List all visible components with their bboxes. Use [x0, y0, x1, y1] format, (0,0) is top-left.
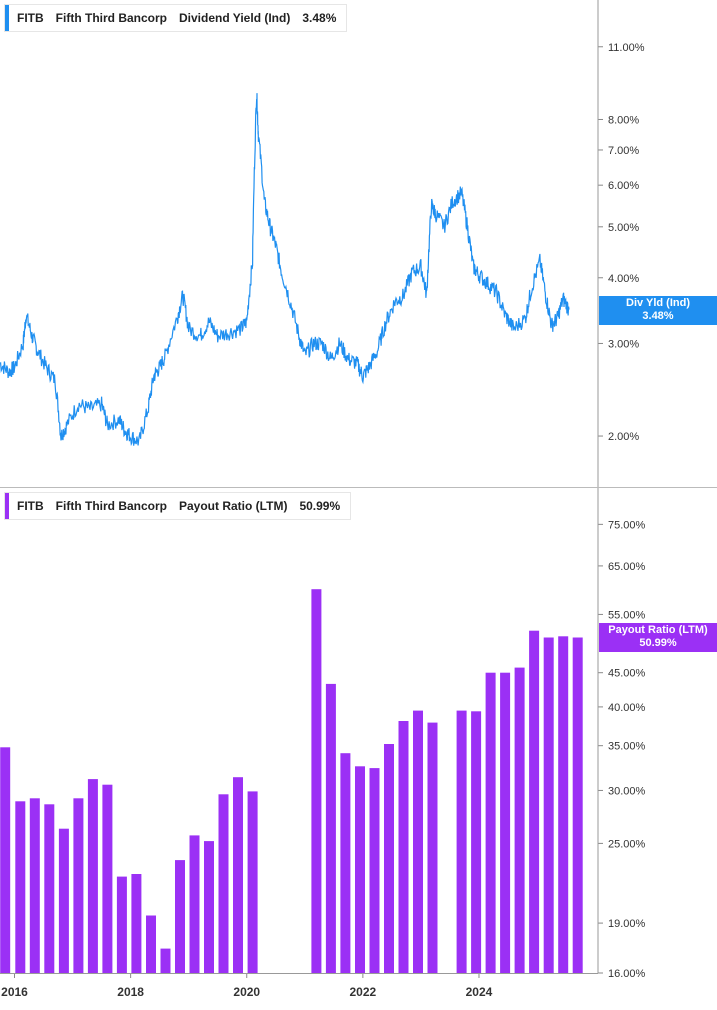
payout-company: Fifth Third Bancorp: [55, 499, 167, 513]
yield-tick-label: 5.00%: [608, 222, 639, 234]
chart-frame: [0, 0, 717, 974]
yield-axis: 2.00% 3.00% 4.00% 5.00% 6.00% 7.00% 8.00% 11.00…: [598, 42, 645, 443]
payout-value-badge: Payout Ratio (LTM) 50.99%: [599, 623, 717, 653]
yield-tick-label: 8.00%: [608, 114, 639, 126]
payout-bar: [29, 798, 40, 973]
yield-legend[interactable]: FITB Fifth Third Bancorp Dividend Yield …: [4, 4, 348, 32]
payout-bar: [311, 589, 322, 973]
payout-bar: [218, 794, 229, 973]
payout-bar: [116, 876, 127, 973]
payout-bar: [543, 637, 554, 973]
payout-tick-label: 75.00%: [608, 519, 646, 531]
payout-legend[interactable]: FITB Fifth Third Bancorp Payout Ratio (L…: [4, 492, 352, 520]
yield-badge-label: Div Yld (Ind): [626, 296, 690, 309]
payout-bar: [204, 841, 214, 973]
payout-bar: [131, 874, 142, 973]
payout-bar: [398, 721, 409, 973]
payout-bar: [485, 672, 496, 973]
yield-line-layer: [0, 93, 570, 447]
yield-tick-label: 11.00%: [608, 42, 645, 54]
payout-bar: [456, 710, 467, 973]
payout-badge-label: Payout Ratio (LTM): [608, 624, 708, 637]
payout-bar: [87, 779, 98, 973]
payout-bar: [572, 637, 583, 973]
yield-ticker: FITB: [17, 11, 44, 25]
payout-bar: [102, 784, 113, 973]
payout-bar: [369, 768, 380, 973]
payout-tick-label: 30.00%: [608, 785, 646, 797]
payout-badge-value: 50.99%: [639, 637, 677, 650]
payout-bar: [189, 835, 200, 973]
yield-tick-label: 3.00%: [608, 338, 639, 350]
yield-tick-label: 7.00%: [608, 145, 639, 157]
payout-ticker: FITB: [17, 499, 44, 513]
payout-tick-label: 35.00%: [608, 741, 646, 753]
payout-bar: [325, 683, 336, 973]
x-axis: 2016 2018 2020 2022 2024: [1, 973, 493, 999]
x-tick-label: 2016: [1, 985, 28, 999]
payout-bar: [355, 766, 365, 973]
x-tick-label: 2024: [466, 985, 493, 999]
payout-bar: [413, 710, 423, 973]
payout-bar: [529, 630, 540, 973]
payout-bar: [15, 801, 26, 973]
payout-tick-label: 45.00%: [608, 668, 646, 680]
yield-badge-value: 3.48%: [642, 309, 674, 322]
yield-series-line: [0, 93, 570, 447]
payout-bar: [160, 948, 171, 973]
payout-tick-label: 55.00%: [608, 609, 646, 621]
yield-tick-label: 4.00%: [608, 273, 639, 285]
payout-bar: [44, 804, 55, 973]
payout-bar: [0, 747, 11, 973]
payout-bar: [471, 711, 482, 973]
payout-tick-label: 65.00%: [608, 561, 646, 573]
payout-bar: [384, 744, 394, 973]
payout-tick-label: 25.00%: [608, 838, 646, 850]
payout-bar: [514, 667, 525, 973]
payout-axis: 16.00% 19.00% 25.00% 30.00% 35.00% 40.00% 45.0…: [598, 519, 646, 980]
payout-bar: [247, 791, 258, 973]
payout-bars-layer: [0, 589, 583, 973]
payout-bar: [427, 722, 438, 973]
payout-tick-label: 16.00%: [608, 968, 646, 980]
x-tick-label: 2020: [233, 985, 260, 999]
payout-bar: [340, 753, 351, 973]
payout-bar: [58, 828, 69, 973]
yield-tick-label: 6.00%: [608, 180, 639, 192]
payout-tick-label: 40.00%: [608, 702, 646, 714]
yield-legend-swatch: [5, 5, 9, 31]
payout-bar: [146, 915, 156, 973]
payout-bar: [233, 777, 243, 973]
payout-bar: [73, 798, 84, 973]
payout-bar: [500, 672, 511, 973]
yield-value-badge: Div Yld (Ind) 3.48%: [599, 295, 717, 325]
yield-metric: Dividend Yield (Ind): [179, 11, 291, 25]
yield-tick-label: 2.00%: [608, 431, 639, 443]
x-tick-label: 2018: [117, 985, 144, 999]
yield-company: Fifth Third Bancorp: [55, 11, 167, 25]
x-tick-label: 2022: [350, 985, 377, 999]
yield-value: 3.48%: [302, 11, 337, 25]
payout-bar: [558, 636, 569, 973]
payout-metric: Payout Ratio (LTM): [179, 499, 288, 513]
payout-legend-swatch: [5, 493, 9, 519]
payout-value: 50.99%: [299, 499, 341, 513]
payout-tick-label: 19.00%: [608, 918, 646, 930]
payout-bar: [175, 860, 185, 973]
